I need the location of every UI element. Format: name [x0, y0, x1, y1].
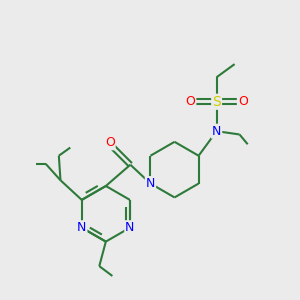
Text: O: O	[185, 95, 195, 108]
Text: N: N	[125, 221, 135, 234]
Text: N: N	[146, 177, 155, 190]
Text: O: O	[238, 95, 248, 108]
Text: S: S	[212, 95, 221, 109]
Text: N: N	[212, 125, 221, 138]
Text: N: N	[77, 221, 86, 234]
Text: O: O	[105, 136, 115, 149]
